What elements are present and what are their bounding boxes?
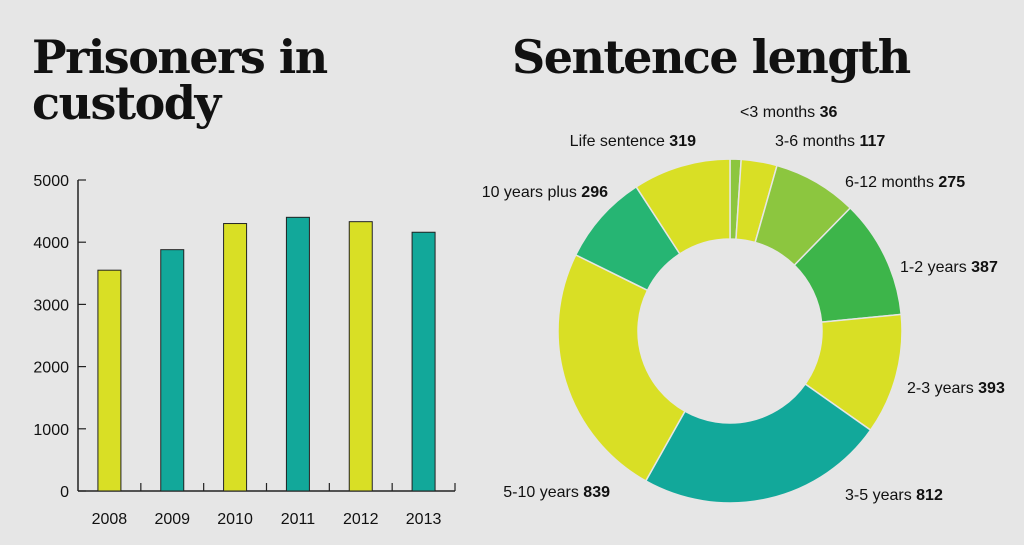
slice-label-value: 275 <box>938 174 965 191</box>
slice-label: 3-5 years 812 <box>845 487 943 504</box>
bar-2011 <box>285 216 310 492</box>
slice-label: Life sentence 319 <box>570 133 696 150</box>
slice-label-value: 319 <box>669 133 696 150</box>
slice-label-value: 296 <box>581 184 608 201</box>
x-tick-label: 2009 <box>154 511 190 528</box>
slice-label-name: 1-2 years <box>900 259 971 276</box>
slice-label: 2-3 years 393 <box>907 380 1005 397</box>
slice-label: 10 years plus 296 <box>482 184 608 201</box>
bar-2013 <box>411 231 436 492</box>
slice-label-value: 839 <box>583 484 610 501</box>
bar-2010 <box>223 223 248 492</box>
x-tick-label: 2011 <box>281 511 316 528</box>
y-tick-label: 0 <box>60 484 69 501</box>
slice-label-name: Life sentence <box>570 133 670 150</box>
x-tick-label: 2013 <box>406 511 442 528</box>
y-tick-label: 1000 <box>33 422 69 439</box>
slice-label-name: <3 months <box>740 104 820 121</box>
bar-2008 <box>97 269 122 492</box>
slice-label-value: 393 <box>978 380 1005 397</box>
donut-chart-title: Sentence length <box>512 30 911 84</box>
donut-hole <box>638 239 822 423</box>
donut-slice-6 <box>557 253 686 482</box>
slice-label-name: 6-12 months <box>845 174 938 191</box>
bar-2012 <box>348 221 373 492</box>
slice-label: 6-12 months 275 <box>845 174 965 191</box>
slice-label: 5-10 years 839 <box>503 484 610 501</box>
x-tick-label: 2012 <box>343 511 379 528</box>
y-tick-label: 2000 <box>33 360 69 377</box>
slice-label-value: 387 <box>971 259 998 276</box>
donut-slice-8 <box>635 158 731 255</box>
slice-label: 1-2 years 387 <box>900 259 998 276</box>
y-tick-label: 3000 <box>33 297 69 314</box>
slice-label-name: 2-3 years <box>907 380 978 397</box>
bar-chart-title: Prisoners in custody <box>32 30 328 130</box>
y-tick-label: 4000 <box>33 235 69 252</box>
slice-label-name: 3-6 months <box>775 133 859 150</box>
slice-label-value: 812 <box>916 487 943 504</box>
donut-slice-5 <box>644 382 872 504</box>
y-tick-label: 5000 <box>33 173 69 190</box>
slice-label-value: 36 <box>820 104 838 121</box>
slice-label-name: 5-10 years <box>503 484 583 501</box>
x-tick-label: 2010 <box>217 511 253 528</box>
slice-label: 3-6 months 117 <box>775 133 885 150</box>
x-tick-label: 2008 <box>92 511 128 528</box>
slice-label-name: 3-5 years <box>845 487 916 504</box>
slice-label: <3 months 36 <box>740 104 838 121</box>
bar-2009 <box>160 249 185 492</box>
slice-label-name: 10 years plus <box>482 184 582 201</box>
slice-label-value: 117 <box>859 133 885 150</box>
